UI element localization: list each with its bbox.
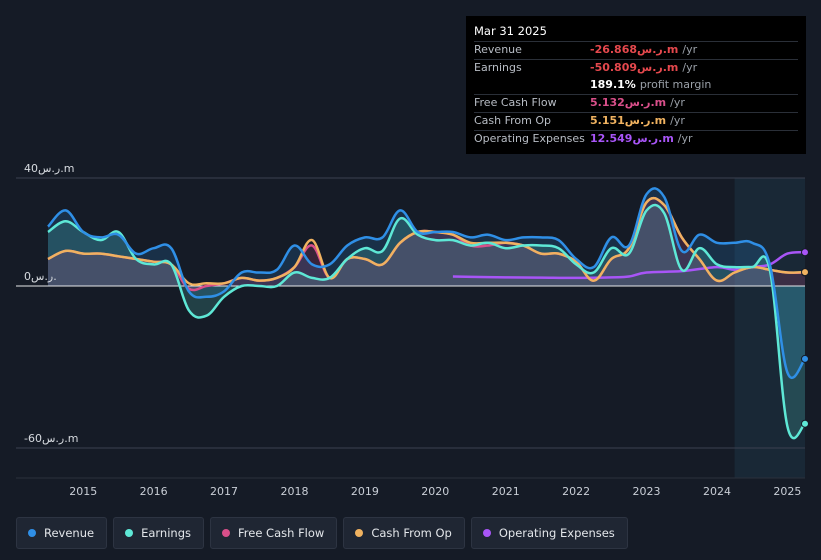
y-tick-label: -60ر.س.m (24, 432, 78, 445)
tooltip-row-label (474, 77, 590, 94)
x-tick-label: 2015 (69, 485, 97, 498)
tooltip-panel: Mar 31 2025 Revenue -26.868ر.س.m/yr Earnin… (466, 16, 806, 154)
x-tick-label: 2020 (421, 485, 449, 498)
series-line-revenue (47, 187, 807, 380)
legend-label: Revenue (44, 526, 95, 540)
tooltip-row-value: 189.1% (590, 78, 636, 91)
series-area-revenue (48, 188, 805, 378)
x-tick-label: 2016 (140, 485, 168, 498)
series-endpoint-revenue (801, 354, 809, 363)
series-area-earnings (48, 204, 805, 439)
x-tick-label: 2022 (562, 485, 590, 498)
y-tick-label: 0ر.س. (24, 270, 57, 283)
legend-item-cash-from-op[interactable]: Cash From Op (343, 517, 465, 549)
series-area-free-cash-flow (48, 198, 805, 291)
tooltip-row-unit: /yr (682, 61, 698, 74)
series-endpoint-cash-from-op (801, 268, 809, 277)
x-tick-label: 2017 (210, 485, 238, 498)
legend-label: Cash From Op (371, 526, 452, 540)
legend-item-free-cash-flow[interactable]: Free Cash Flow (210, 517, 338, 549)
legend-dot-icon (28, 529, 36, 537)
series-endpoint-operating-expenses (801, 248, 809, 257)
tooltip-row-value: -50.809ر.س.m (590, 61, 679, 74)
legend-dot-icon (125, 529, 134, 537)
tooltip-row-label: Earnings (474, 61, 522, 74)
chart-area: 40ر.س.m 0ر.س. -60ر.س.m 2015 2016 2017 2018 2019… (16, 162, 809, 498)
tooltip-row-label: Revenue (474, 43, 522, 56)
tooltip-row-unit: /yr (677, 132, 693, 145)
legend-label: Earnings (141, 526, 191, 540)
tooltip-row-unit: /yr (670, 96, 685, 109)
tooltip-row: Free Cash Flow 5.132ر.س.m/yr (474, 94, 798, 112)
x-tick-label: 2024 (703, 485, 731, 498)
series-line-operating-expenses (452, 250, 806, 280)
x-tick-label: 2023 (633, 485, 661, 498)
tooltip-row-label: Operating Expenses (474, 132, 585, 145)
tooltip-row: Cash From Op 5.151ر.س.m/yr (474, 112, 798, 130)
tooltip-row-unit: /yr (682, 43, 698, 56)
tooltip-row-label: Cash From Op (474, 114, 552, 127)
legend-dot-icon (355, 529, 364, 537)
tooltip-row-value: 5.132ر.س.m (590, 96, 667, 109)
legend-item-operating-expenses[interactable]: Operating Expenses (470, 517, 628, 549)
tooltip-date: Mar 31 2025 (474, 24, 547, 38)
x-tick-label: 2025 (773, 485, 801, 498)
legend-label: Operating Expenses (498, 526, 615, 540)
tooltip-row-value: 5.151ر.س.m (590, 114, 667, 127)
chart-legend: Revenue Earnings Free Cash Flow Cash From O… (16, 517, 634, 549)
x-tick-label: 2019 (351, 485, 379, 498)
tooltip-row: Earnings -50.809ر.س.m/yr (474, 59, 798, 77)
legend-dot-icon (222, 529, 230, 537)
series-line-earnings (47, 203, 806, 440)
series-endpoint-earnings (801, 419, 809, 428)
tooltip-row: Operating Expenses 12.549ر.س.m/yr (474, 130, 798, 148)
legend-item-revenue[interactable]: Revenue (16, 517, 108, 549)
tooltip-row-label: Free Cash Flow (474, 96, 557, 109)
tooltip-row-unit: profit margin (639, 78, 712, 91)
legend-item-earnings[interactable]: Earnings (113, 517, 204, 549)
tooltip-row-value: 12.549ر.س.m (590, 132, 674, 145)
tooltip-row-unit: /yr (670, 114, 685, 127)
x-tick-label: 2018 (280, 485, 308, 498)
tooltip-row: 189.1% profit margin (474, 77, 798, 94)
tooltip-row: Revenue -26.868ر.س.m/yr (474, 41, 798, 59)
forecast-region (734, 178, 805, 478)
x-tick-label: 2021 (492, 485, 520, 498)
legend-label: Free Cash Flow (238, 526, 325, 540)
y-tick-label: 40ر.س.m (24, 162, 74, 175)
tooltip-row-value: -26.868ر.س.m (590, 43, 679, 56)
legend-dot-icon (482, 529, 491, 537)
